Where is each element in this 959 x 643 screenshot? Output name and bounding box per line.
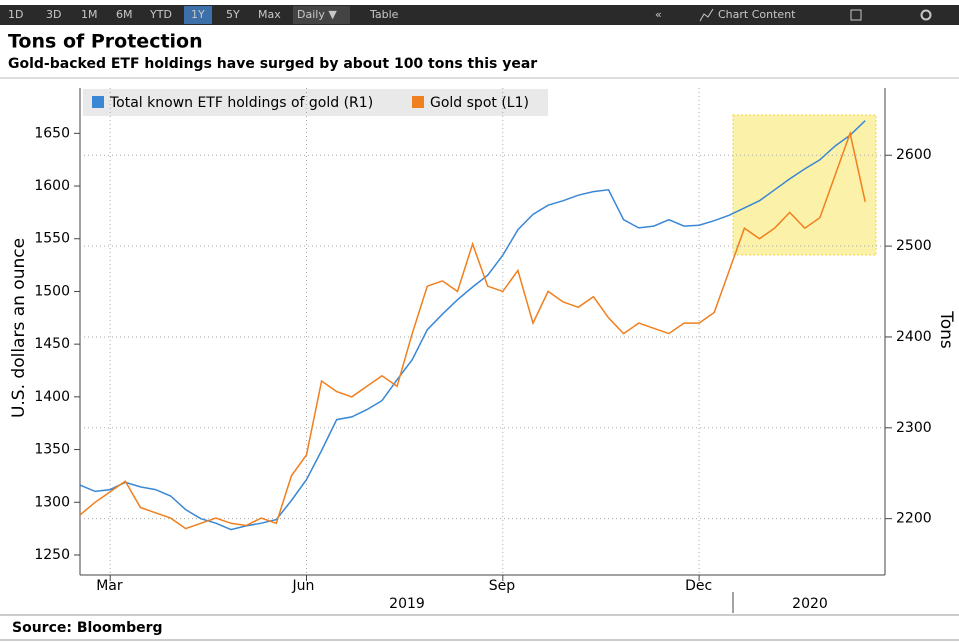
toolbar (0, 5, 959, 25)
y-tick-label: 1600 (34, 178, 70, 194)
x-tick-label: Sep (489, 578, 516, 594)
frequency-button[interactable]: Daily ▼ (297, 8, 337, 21)
year-label: 2020 (792, 596, 828, 612)
year-label: 2019 (389, 596, 425, 612)
range-button[interactable]: YTD (149, 8, 172, 21)
range-button[interactable]: 1D (8, 8, 23, 21)
y-tick-label: 1400 (34, 389, 70, 405)
legend-label: Gold spot (L1) (430, 95, 529, 111)
y-tick-label: 1550 (34, 231, 70, 247)
x-tick-label: Mar (96, 578, 123, 594)
range-button[interactable]: Max (258, 8, 281, 21)
range-button[interactable]: 5Y (226, 8, 240, 21)
legend-swatch (412, 96, 424, 108)
collapse-icon[interactable]: « (655, 8, 662, 21)
range-button[interactable]: 1M (81, 8, 98, 21)
range-button[interactable]: 1Y (191, 8, 205, 21)
y-axis-label: U.S. dollars an ounce (9, 238, 29, 418)
y2-axis-label: Tons (936, 310, 956, 349)
edit-icon[interactable] (850, 9, 862, 21)
series-line (79, 120, 866, 531)
y-tick-label: 1250 (34, 547, 70, 563)
range-button[interactable]: 6M (116, 8, 133, 21)
y2-tick-label: 2300 (896, 420, 932, 436)
chart-title: Tons of Protection (8, 31, 203, 53)
series-line (79, 130, 866, 530)
y-tick-label: 1650 (34, 125, 70, 141)
source: Source: Bloomberg (12, 620, 163, 636)
frequency-box (293, 6, 350, 24)
legend (83, 89, 548, 116)
y-tick-label: 1500 (34, 283, 70, 299)
y-tick-label: 1450 (34, 336, 70, 352)
range-active (184, 6, 212, 24)
chart-icon (699, 8, 714, 22)
settings-icon[interactable] (920, 9, 932, 21)
y2-tick-label: 2600 (896, 147, 932, 163)
y2-tick-label: 2500 (896, 238, 932, 254)
y-tick-label: 1300 (34, 494, 70, 510)
y-tick-label: 1350 (34, 442, 70, 458)
x-tick-label: Jun (292, 578, 315, 594)
legend-label: Total known ETF holdings of gold (R1) (109, 95, 373, 111)
chart-content-button[interactable]: Chart Content (718, 8, 796, 21)
legend-swatch (92, 96, 104, 108)
table-button[interactable]: Table (369, 8, 399, 21)
y2-tick-label: 2200 (896, 511, 932, 527)
chart-subtitle: Gold-backed ETF holdings have surged by … (8, 56, 537, 72)
range-button[interactable]: 3D (46, 8, 61, 21)
y2-tick-label: 2400 (896, 329, 932, 345)
toolbar-items: 1D 3D 1M 6M YTD 1Y 5Y Max Daily ▼ Table Chart Cont… (8, 6, 796, 24)
highlight-box (732, 114, 877, 256)
x-tick-label: Dec (685, 578, 712, 594)
